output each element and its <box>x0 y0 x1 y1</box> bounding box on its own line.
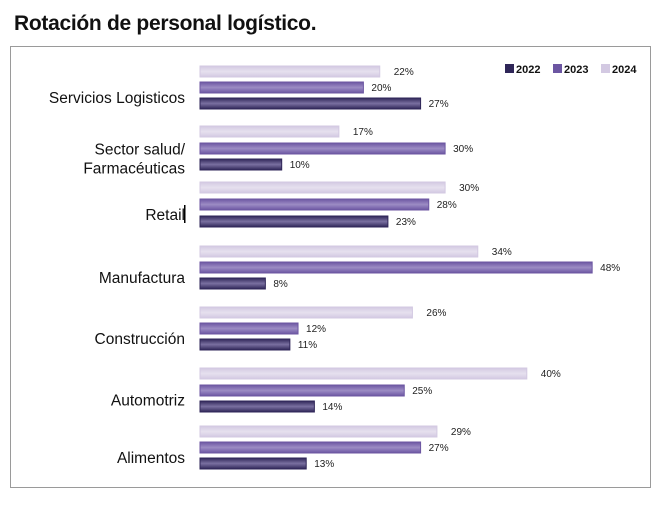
bar-2023 <box>199 322 299 335</box>
data-label: 40% <box>541 369 561 380</box>
bar-2022 <box>199 277 266 290</box>
bar-2022 <box>199 400 315 413</box>
data-label: 48% <box>600 263 620 274</box>
data-label: 26% <box>426 308 446 319</box>
legend-swatch-2022 <box>505 64 514 73</box>
category-label-line: Construcción <box>95 331 185 348</box>
data-label: 8% <box>273 279 288 290</box>
legend-label-2022: 2022 <box>516 64 540 76</box>
bar-2023 <box>199 142 446 155</box>
category-label-line: Retail <box>145 207 185 224</box>
bar-2024 <box>199 181 446 194</box>
category-label: Servicios Logisticos <box>49 90 185 107</box>
data-label: 27% <box>429 99 449 110</box>
bar-2024 <box>199 367 528 380</box>
data-label: 34% <box>492 247 512 258</box>
category-label: Sector salud/Farmacéuticas <box>83 142 185 178</box>
data-label: 30% <box>453 144 473 155</box>
data-label: 23% <box>396 217 416 228</box>
data-label: 29% <box>451 427 471 438</box>
category-label-line: Manufactura <box>99 270 186 287</box>
bar-2023 <box>199 198 430 211</box>
category-label: Automotriz <box>111 393 185 410</box>
bar-2022 <box>199 457 307 470</box>
legend-label-2023: 2023 <box>564 64 588 76</box>
data-label: 20% <box>371 83 391 94</box>
bar-2024 <box>199 125 340 138</box>
category-label: Construcción <box>95 331 185 348</box>
bar-2023 <box>199 81 364 94</box>
bar-2023 <box>199 384 405 397</box>
data-label: 10% <box>290 160 310 171</box>
bar-2023 <box>199 261 593 274</box>
data-label: 12% <box>306 324 326 335</box>
category-label-line: Farmacéuticas <box>83 161 185 178</box>
bar-2023 <box>199 441 422 454</box>
bar-2022 <box>199 158 283 171</box>
legend-label-2024: 2024 <box>612 64 637 76</box>
bar-2022 <box>199 97 422 110</box>
category-label: Retail <box>145 207 185 224</box>
data-label: 14% <box>322 402 342 413</box>
bar-2024 <box>199 306 413 319</box>
category-label-line: Automotriz <box>111 393 185 410</box>
data-label: 11% <box>298 340 317 351</box>
bar-2024 <box>199 245 479 258</box>
bar-2024 <box>199 425 438 438</box>
category-label-line: Alimentos <box>117 450 185 467</box>
data-label: 27% <box>429 443 449 454</box>
category-label-line: Sector salud/ <box>95 142 186 159</box>
chart-title: Rotación de personal logístico. <box>14 12 317 35</box>
bar-2022 <box>199 338 291 351</box>
legend-swatch-2024 <box>601 64 610 73</box>
data-label: 30% <box>459 183 479 194</box>
bar-2022 <box>199 215 389 228</box>
category-label: Manufactura <box>99 270 186 287</box>
category-label-line: Servicios Logisticos <box>49 90 185 107</box>
data-label: 13% <box>314 459 334 470</box>
data-label: 17% <box>353 127 373 138</box>
bar-2024 <box>199 65 381 78</box>
data-label: 22% <box>394 67 414 78</box>
chart-frame <box>10 46 651 488</box>
legend-swatch-2023 <box>553 64 562 73</box>
data-label: 25% <box>412 386 432 397</box>
data-label: 28% <box>437 200 457 211</box>
text-cursor <box>184 205 186 223</box>
category-label: Alimentos <box>117 450 185 467</box>
